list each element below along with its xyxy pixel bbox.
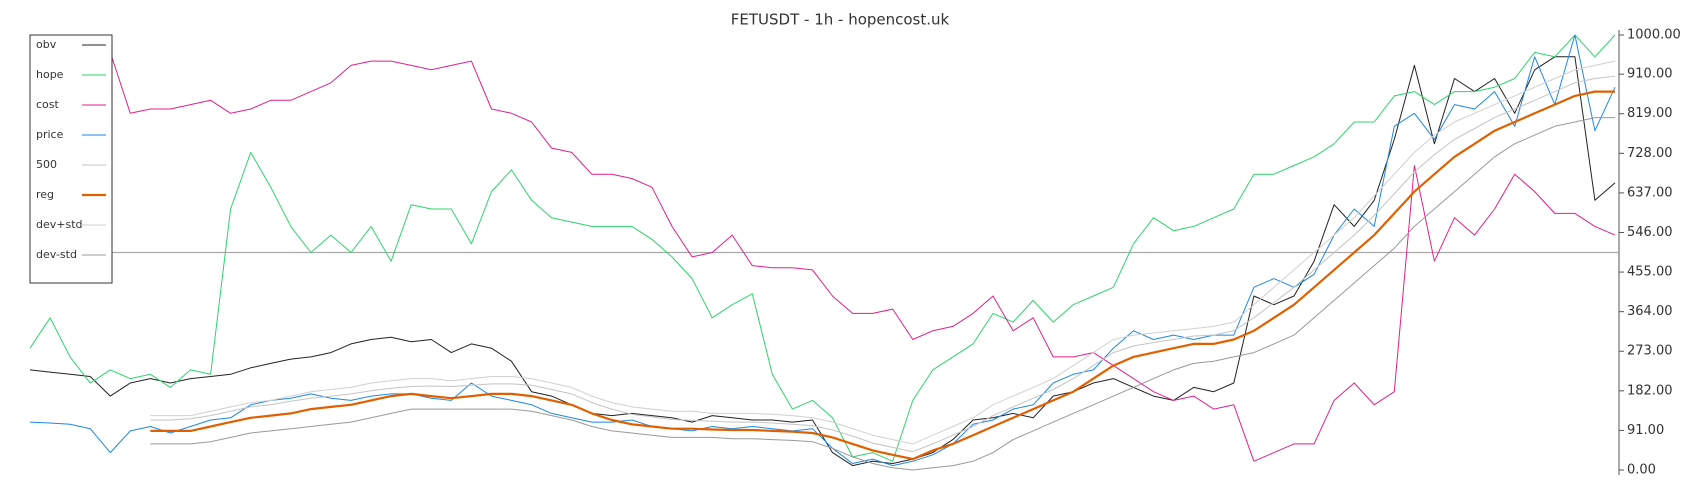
y-tick-label: 819.00 bbox=[1627, 106, 1673, 121]
y-tick-label: 91.00 bbox=[1627, 423, 1664, 438]
y-tick-label: 546.00 bbox=[1627, 225, 1673, 240]
legend-label: price bbox=[36, 128, 64, 141]
y-tick-label: 273.00 bbox=[1627, 344, 1673, 359]
legend-label: obv bbox=[36, 38, 57, 51]
series-line bbox=[150, 117, 1615, 471]
legend-label: dev-std bbox=[36, 248, 77, 261]
y-tick-label: 364.00 bbox=[1627, 304, 1673, 319]
y-tick-label: 728.00 bbox=[1627, 146, 1673, 161]
legend-label: 500 bbox=[36, 158, 57, 171]
chart-title: FETUSDT - 1h - hopencost.uk bbox=[731, 11, 950, 29]
legend-label: reg bbox=[36, 188, 54, 201]
series-line bbox=[150, 90, 1615, 461]
series-line bbox=[150, 75, 1616, 453]
series-line bbox=[29, 34, 1616, 467]
legend-label: dev+std bbox=[36, 218, 83, 231]
legend-box bbox=[29, 34, 113, 284]
series-line bbox=[150, 60, 1616, 445]
y-tick-label: 637.00 bbox=[1627, 185, 1673, 200]
legend-label: cost bbox=[36, 98, 60, 111]
y-tick-label: 0.00 bbox=[1627, 463, 1656, 478]
y-tick-label: 1000.00 bbox=[1627, 28, 1681, 43]
series-line bbox=[29, 34, 1616, 462]
legend-label: hope bbox=[36, 68, 64, 81]
y-tick-label: 910.00 bbox=[1627, 67, 1673, 82]
series-line bbox=[109, 52, 1616, 462]
y-tick-label: 182.00 bbox=[1627, 383, 1673, 398]
y-tick-label: 455.00 bbox=[1627, 265, 1673, 280]
